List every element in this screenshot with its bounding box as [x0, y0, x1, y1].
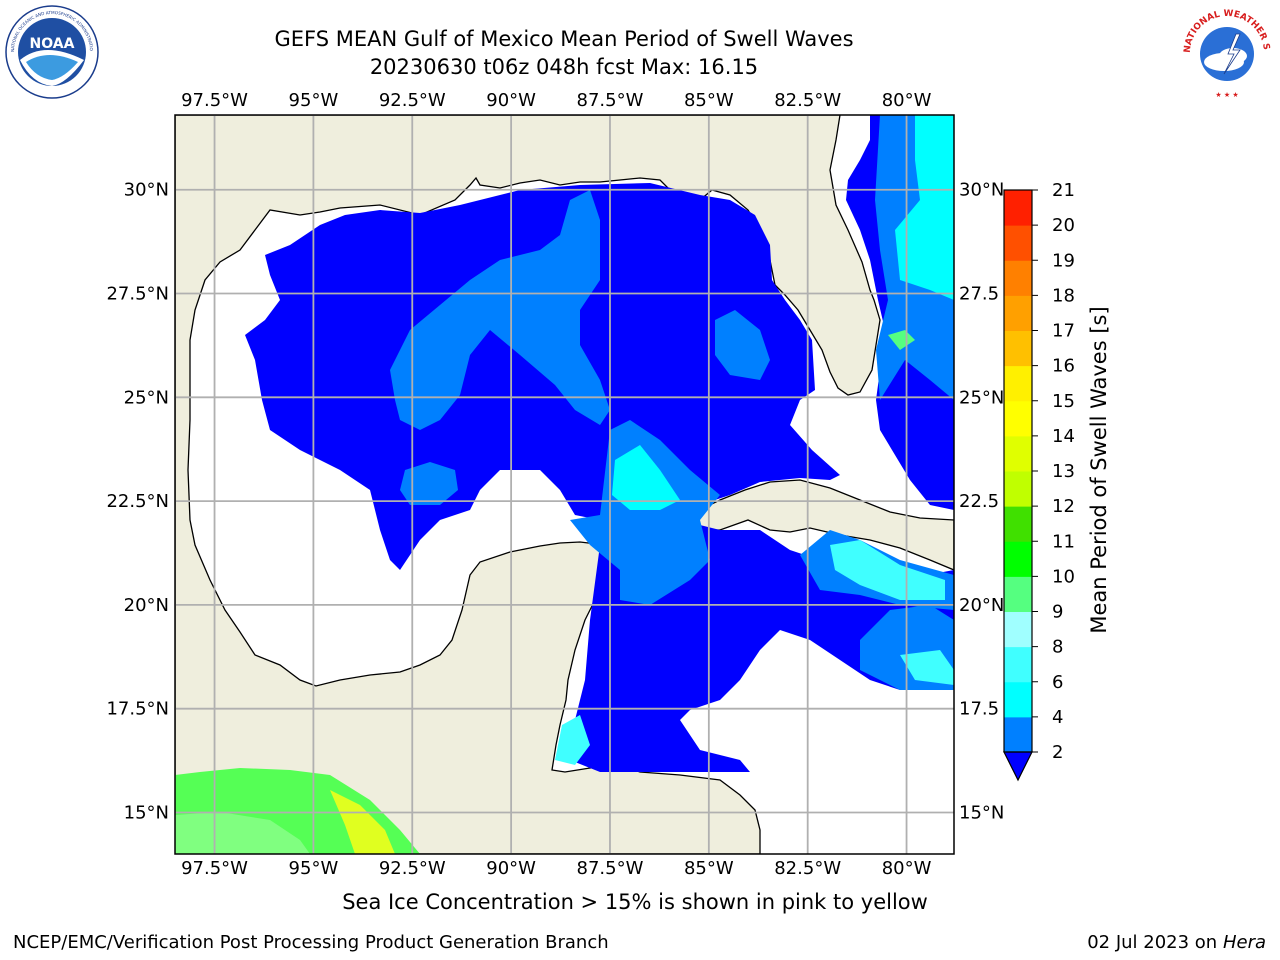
colorbar-tick-label: 2	[1052, 742, 1063, 763]
colorbar-segment	[1004, 541, 1032, 577]
lon-tick-label-bottom: 97.5°W	[181, 858, 248, 879]
footer-credit: NCEP/EMC/Verification Post Processing Pr…	[13, 932, 609, 953]
gulf-swell-band-blue-2	[400, 462, 458, 505]
colorbar-segment	[1004, 365, 1032, 402]
footer-host: Hera	[1222, 932, 1266, 953]
longitude-labels-top: 97.5°W 95°W 92.5°W 90°W 87.5°W 85°W 82.5°W 80°W	[181, 90, 932, 111]
lat-tick-label-right: 30°N	[959, 180, 1004, 201]
yucatan-swell-band-cyan	[555, 715, 590, 765]
colorbar-segment	[1004, 611, 1032, 648]
lon-tick-label-bottom: 80°W	[882, 858, 932, 879]
colorbar-tick-label: 13	[1052, 461, 1075, 482]
colorbar-segment	[1004, 260, 1032, 296]
lat-tick-label-left: 15°N	[124, 802, 169, 823]
lat-tick-label-left: 22.5°N	[106, 491, 169, 512]
colorbar-segment	[1004, 471, 1032, 507]
colorbar-segment	[1004, 506, 1032, 542]
colorbar-label: Mean Period of Swell Waves [s]	[1087, 306, 1111, 633]
colorbar-extend-arrow	[1003, 751, 1033, 782]
colorbar-segment	[1004, 576, 1032, 612]
latitude-labels-left: 30°N 27.5°N 25°N 22.5°N 20°N 17.5°N 15°N	[106, 180, 169, 824]
lat-tick-label-left: 20°N	[124, 595, 169, 616]
lat-tick-label-right: 20°N	[959, 595, 1004, 616]
lon-tick-label-bottom: 87.5°W	[577, 858, 644, 879]
colorbar-segment	[1004, 646, 1032, 683]
lon-tick-label-bottom: 90°W	[486, 858, 536, 879]
colorbar-tick-label: 15	[1052, 391, 1075, 412]
chart-subtitle: 20230630 t06z 048h fcst Max: 16.15	[369, 55, 759, 79]
lat-tick-label-right: 22.5	[959, 491, 999, 512]
colorbar-tick-label: 18	[1052, 285, 1075, 306]
map-frame	[174, 114, 955, 855]
land-cuba	[694, 479, 954, 571]
lat-tick-label-left: 17.5°N	[106, 699, 169, 720]
colorbar-tick-label: 8	[1052, 637, 1063, 658]
lon-tick-label-bottom: 92.5°W	[379, 858, 446, 879]
footer-date: 02 Jul 2023 on Hera	[1087, 932, 1266, 953]
atlantic-swell-band-cyan	[895, 115, 954, 300]
nws-logo-icon: NATIONAL WEATHER SERVICE ★ ★ ★	[1178, 4, 1274, 100]
colorbar-tick-label: 20	[1052, 215, 1075, 236]
colorbar-tick-label: 9	[1052, 602, 1063, 623]
lat-tick-label-right: 25°N	[959, 387, 1004, 408]
colorbar: 2 4 6 8 9 10 11 12 13 14 15 16 17 18 19 20 21	[1003, 180, 1075, 782]
svg-text:★ ★ ★: ★ ★ ★	[1215, 91, 1238, 99]
lon-tick-label-top: 80°W	[882, 90, 932, 111]
lon-tick-label-top: 87.5°W	[577, 90, 644, 111]
colorbar-tick-label: 6	[1052, 672, 1063, 693]
florida-swell-green-spot	[888, 330, 915, 350]
lon-tick-label-top: 97.5°W	[181, 90, 248, 111]
caribbean-swell-band-blue	[570, 420, 720, 605]
colorbar-tick-label: 12	[1052, 496, 1075, 517]
lat-tick-label-right: 15°N	[959, 802, 1004, 823]
lat-tick-label-left: 30°N	[124, 180, 169, 201]
lon-tick-label-bottom: 82.5°W	[774, 858, 841, 879]
colorbar-tick-label: 10	[1052, 566, 1075, 587]
colorbar-tick-label: 4	[1052, 707, 1063, 728]
lon-tick-label-top: 82.5°W	[774, 90, 841, 111]
lon-tick-label-top: 92.5°W	[379, 90, 446, 111]
colorbar-segment	[1004, 295, 1032, 331]
footer-date-text: 02 Jul 2023 on	[1087, 932, 1223, 953]
gulf-swell-band-blue	[390, 190, 610, 430]
lon-tick-label-bottom: 95°W	[289, 858, 339, 879]
map-area	[175, 115, 954, 854]
colorbar-segment	[1004, 190, 1032, 226]
noaa-logo-text: NOAA	[30, 36, 75, 52]
lat-tick-label-right: 17.5	[959, 699, 999, 720]
lon-tick-label-top: 95°W	[289, 90, 339, 111]
gulf-swell-band-cyan	[612, 445, 680, 510]
lon-tick-label-top: 90°W	[486, 90, 536, 111]
colorbar-segment	[1004, 400, 1032, 437]
colorbar-segment	[1004, 330, 1032, 367]
colorbar-segment	[1004, 225, 1032, 261]
chart-title: GEFS MEAN Gulf of Mexico Mean Period of …	[274, 27, 854, 51]
lat-tick-label-right: 27.5	[959, 284, 999, 305]
colorbar-segment	[1004, 716, 1032, 753]
colorbar-segment	[1004, 681, 1032, 718]
longitude-labels-bottom: 97.5°W 95°W 92.5°W 90°W 87.5°W 85°W 82.5°W 80°W	[181, 858, 932, 879]
caribbean-swell-band-cyan	[830, 540, 945, 600]
colorbar-segment	[1004, 435, 1032, 472]
colorbar-tick-label: 14	[1052, 426, 1075, 447]
noaa-logo-icon: NOAA NATIONAL OCEANIC AND ATMOSPHERIC AD…	[4, 4, 99, 99]
colorbar-tick-label: 16	[1052, 356, 1075, 377]
colorbar-tick-label: 21	[1052, 180, 1075, 201]
lon-tick-label-top: 85°W	[684, 90, 734, 111]
pacific-swell-lightgreen	[175, 812, 310, 854]
latitude-labels-right: 30°N 27.5 25°N 22.5 20°N 17.5 15°N	[959, 180, 1004, 824]
sea-ice-caption: Sea Ice Concentration > 15% is shown in …	[0, 890, 1280, 914]
gulf-swell-band-blue-3	[715, 310, 770, 380]
lat-tick-label-left: 25°N	[124, 387, 169, 408]
lon-tick-label-bottom: 85°W	[684, 858, 734, 879]
pacific-swell-yellow	[330, 790, 395, 854]
colorbar-tick-label: 17	[1052, 321, 1075, 342]
colorbar-tick-label: 19	[1052, 250, 1075, 271]
caption-text: Sea Ice Concentration > 15% is shown in …	[342, 890, 928, 914]
lat-tick-label-left: 27.5°N	[106, 284, 169, 305]
caribbean-swell-band-cyan-2	[900, 650, 954, 685]
colorbar-tick-label: 11	[1052, 531, 1075, 552]
gridlines	[175, 115, 954, 854]
